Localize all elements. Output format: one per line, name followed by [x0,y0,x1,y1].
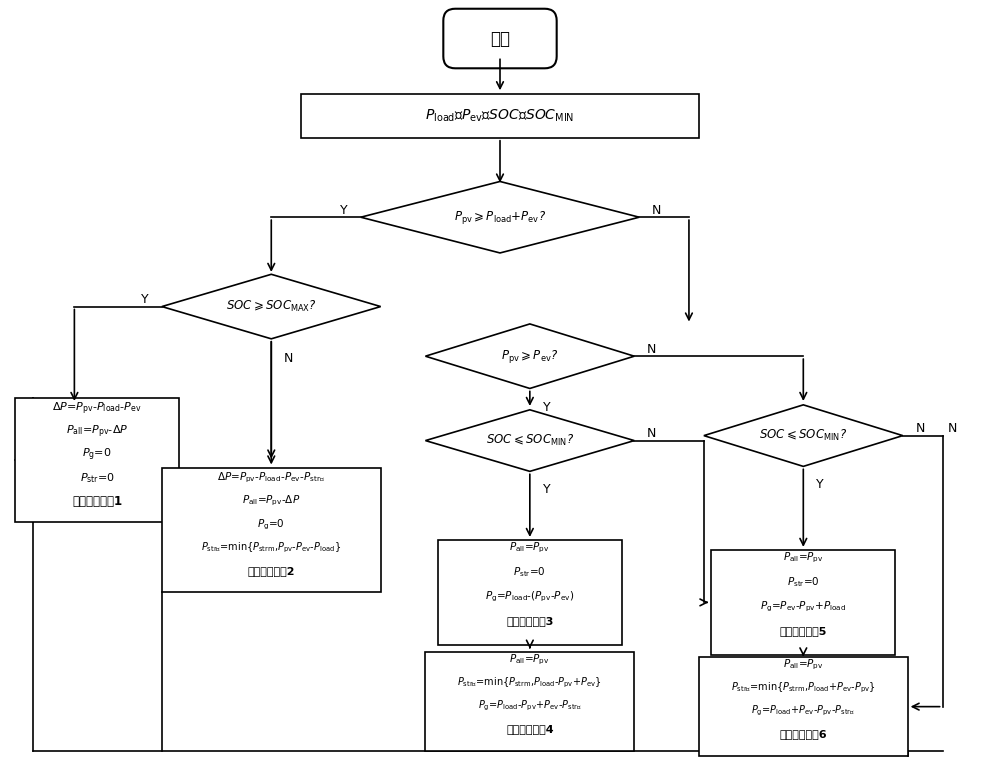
Text: $P_{\rm g}$=$P_{\rm load}$-$P_{\rm pv}$+$P_{\rm ev}$-$P_{\rm str放}$: $P_{\rm g}$=$P_{\rm load}$-$P_{\rm pv}$+… [478,699,582,713]
Text: 有车充电工况2: 有车充电工况2 [248,567,295,577]
Text: $P_{\rm all}$=$P_{\rm pv}$: $P_{\rm all}$=$P_{\rm pv}$ [509,541,550,555]
Polygon shape [162,274,381,339]
Text: Y: Y [543,483,550,496]
Text: 有车充电工况6: 有车充电工况6 [779,729,827,739]
Text: $SOC$$\leqslant$$SOC_{\rm MIN}$?: $SOC$$\leqslant$$SOC_{\rm MIN}$? [759,428,847,444]
Polygon shape [361,182,639,253]
Text: N: N [647,427,657,440]
Text: $P_{\rm g}$=0: $P_{\rm g}$=0 [82,447,112,463]
Text: 有车充电工况1: 有车充电工况1 [72,496,122,509]
Text: N: N [652,204,662,217]
Text: $P_{\rm g}$=$P_{\rm ev}$-$P_{\rm pv}$+$P_{\rm load}$: $P_{\rm g}$=$P_{\rm ev}$-$P_{\rm pv}$+$P… [760,600,846,614]
Polygon shape [704,405,903,466]
FancyBboxPatch shape [15,398,179,522]
Text: $P_{\rm str充}$=min{$P_{\rm strm}$,$P_{\rm pv}$-$P_{\rm ev}$-$P_{\rm load}$}: $P_{\rm str充}$=min{$P_{\rm strm}$,$P_{\r… [201,541,341,555]
FancyBboxPatch shape [425,652,634,751]
Text: 有车充电工况5: 有车充电工况5 [780,626,827,636]
Text: $P_{\rm str放}$=min{$P_{\rm strm}$,$P_{\rm load}$-$P_{\rm pv}$+$P_{\rm ev}$}: $P_{\rm str放}$=min{$P_{\rm strm}$,$P_{\r… [457,676,602,690]
Text: N: N [647,342,657,355]
Text: Y: Y [141,293,149,306]
Text: $P_{\rm str放}$=min{$P_{\rm strm}$,$P_{\rm load}$+$P_{\rm ev}$-$P_{\rm pv}$}: $P_{\rm str放}$=min{$P_{\rm strm}$,$P_{\r… [731,681,876,696]
Text: Y: Y [543,401,550,414]
Text: 有车充电工况3: 有车充电工况3 [506,616,554,626]
Text: Y: Y [816,478,824,491]
Text: $SOC$$\geqslant$$SOC_{\rm MAX}$?: $SOC$$\geqslant$$SOC_{\rm MAX}$? [226,299,317,314]
Text: $\Delta P$=$P_{\rm pv}$-$P_{\rm load}$-$P_{\rm ev}$-$P_{\rm str充}$: $\Delta P$=$P_{\rm pv}$-$P_{\rm load}$-$… [217,470,325,485]
FancyBboxPatch shape [443,8,557,68]
Polygon shape [425,324,634,388]
Text: $\Delta P$=$P_{\rm pv}$-$P_{\rm load}$-$P_{\rm ev}$: $\Delta P$=$P_{\rm pv}$-$P_{\rm load}$-$… [52,400,142,417]
Text: N: N [916,422,925,435]
Polygon shape [425,410,634,471]
FancyBboxPatch shape [711,550,895,654]
Text: $P_{\rm all}$=$P_{\rm pv}$-$\Delta P$: $P_{\rm all}$=$P_{\rm pv}$-$\Delta P$ [66,424,128,440]
Text: $P_{\rm str}$=0: $P_{\rm str}$=0 [80,472,115,486]
Text: $P_{\rm load}$、$P_{\rm ev}$、$SOC$、$SOC_{\rm MIN}$: $P_{\rm load}$、$P_{\rm ev}$、$SOC$、$SOC_{… [425,108,575,124]
Text: $P_{\rm g}$=0: $P_{\rm g}$=0 [257,518,285,532]
Text: Y: Y [340,204,348,217]
Text: 开始: 开始 [490,30,510,47]
Text: $P_{\rm g}$=$P_{\rm load}$-($P_{\rm pv}$-$P_{\rm ev}$): $P_{\rm g}$=$P_{\rm load}$-($P_{\rm pv}$… [485,590,575,604]
Text: N: N [284,352,294,365]
Text: 有车充电工况4: 有车充电工况4 [506,724,554,735]
FancyBboxPatch shape [699,657,908,756]
Text: $SOC$$\leqslant$$SOC_{\rm MIN}$?: $SOC$$\leqslant$$SOC_{\rm MIN}$? [486,433,574,448]
Text: $P_{\rm pv}$$\geqslant$$P_{\rm load}$+$P_{\rm ev}$?: $P_{\rm pv}$$\geqslant$$P_{\rm load}$+$P… [454,208,546,226]
Text: $P_{\rm all}$=$P_{\rm pv}$: $P_{\rm all}$=$P_{\rm pv}$ [783,658,824,672]
Text: $P_{\rm all}$=$P_{\rm pv}$-$\Delta P$: $P_{\rm all}$=$P_{\rm pv}$-$\Delta P$ [242,494,300,509]
Text: $P_{\rm all}$=$P_{\rm pv}$: $P_{\rm all}$=$P_{\rm pv}$ [783,551,824,565]
FancyBboxPatch shape [301,94,699,138]
FancyBboxPatch shape [162,468,381,592]
FancyBboxPatch shape [438,540,622,644]
Text: $P_{\rm str}$=0: $P_{\rm str}$=0 [513,565,546,579]
Text: N: N [948,422,957,435]
Text: $P_{\rm str}$=0: $P_{\rm str}$=0 [787,575,820,589]
Text: $P_{\rm all}$=$P_{\rm pv}$: $P_{\rm all}$=$P_{\rm pv}$ [509,653,550,667]
Text: $P_{\rm g}$=$P_{\rm load}$+$P_{\rm ev}$-$P_{\rm pv}$-$P_{\rm str放}$: $P_{\rm g}$=$P_{\rm load}$+$P_{\rm ev}$-… [751,704,855,719]
Text: $P_{\rm pv}$$\geqslant$$P_{\rm ev}$?: $P_{\rm pv}$$\geqslant$$P_{\rm ev}$? [501,348,558,365]
